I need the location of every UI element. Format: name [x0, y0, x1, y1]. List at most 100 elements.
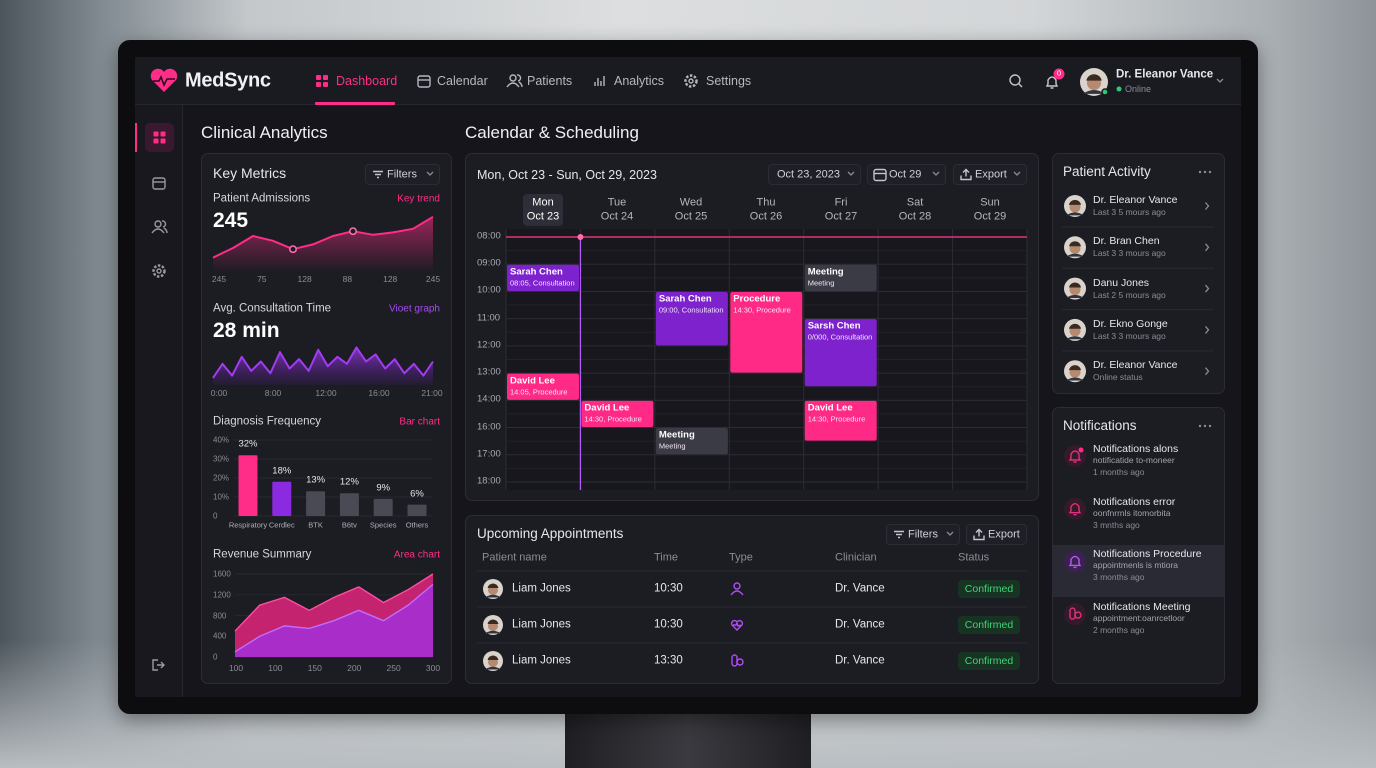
- day-date: Oct 29: [973, 210, 1007, 223]
- start-date-button-label[interactable]: Oct 23, 2023: [777, 168, 840, 181]
- x-label: 21:00: [421, 388, 443, 399]
- avatar-body: [1066, 294, 1084, 298]
- end-date-button-label[interactable]: Oct 29: [889, 168, 922, 181]
- patient-name[interactable]: Liam Jones: [512, 618, 571, 631]
- trend-line: [212, 215, 434, 259]
- avatar-body: [485, 594, 501, 598]
- icon-dot: [1198, 424, 1202, 428]
- notification-title[interactable]: Notifications alons: [1093, 442, 1179, 455]
- avatar-body: [485, 630, 501, 634]
- icon-square: [323, 75, 328, 80]
- event-title[interactable]: Procedure: [733, 293, 781, 305]
- avatar-hair: [1086, 74, 1102, 81]
- event-title[interactable]: Sarsh Chen: [807, 320, 861, 332]
- end-date-button[interactable]: [867, 164, 946, 185]
- icon-filter: [894, 530, 904, 539]
- event-title[interactable]: Sarah Chen: [510, 266, 563, 278]
- patient-name[interactable]: Liam Jones: [512, 582, 571, 595]
- icon-pill: [1074, 611, 1082, 619]
- event-title[interactable]: David Lee: [510, 375, 555, 387]
- card-title: Key Metrics: [213, 164, 287, 181]
- notification-time: 1 months ago: [1093, 467, 1145, 478]
- nav-item[interactable]: Calendar: [437, 73, 488, 88]
- user-status: Online: [1125, 83, 1152, 94]
- area-line: [234, 573, 434, 632]
- x-label: 300: [425, 663, 441, 674]
- nav-item[interactable]: Analytics: [614, 73, 665, 88]
- column-header: Status: [958, 551, 990, 564]
- icon-bell: [1068, 555, 1082, 569]
- event-title[interactable]: Meeting: [658, 429, 695, 441]
- status: Confirmed: [964, 582, 1014, 595]
- chevron: [1013, 171, 1021, 176]
- icon-users: [161, 220, 168, 234]
- status: Confirmed: [964, 618, 1014, 631]
- filter-button-label[interactable]: Filters: [908, 528, 938, 541]
- badge-count: 0: [1056, 68, 1062, 78]
- icon-square: [323, 82, 328, 87]
- notification-title[interactable]: Notifications Procedure: [1093, 548, 1202, 561]
- time-label: 18:00: [477, 475, 501, 487]
- nav-underline: [315, 102, 395, 105]
- activity-detail: Last 3 3 mours ago: [1093, 331, 1166, 342]
- side-bar: [135, 105, 183, 697]
- y-tick-label: 800: [213, 610, 227, 620]
- activity-name[interactable]: Dr. Eleanor Vance: [1093, 193, 1178, 206]
- bar: [373, 498, 393, 516]
- patient-name[interactable]: Liam Jones: [512, 654, 571, 667]
- activity-name[interactable]: Dr. Bran Chen: [1093, 235, 1160, 248]
- filter-button-label[interactable]: Filters: [387, 168, 417, 181]
- trend-line: [212, 346, 434, 379]
- start-date-button[interactable]: [768, 164, 861, 185]
- nav-item[interactable]: Settings: [706, 73, 752, 88]
- metric-link[interactable]: Key trend: [397, 193, 440, 205]
- x-tick-label: B6tv: [341, 520, 357, 530]
- event-block: [507, 264, 579, 291]
- filter-button[interactable]: [365, 164, 440, 185]
- notification-title[interactable]: Notifications Meeting: [1093, 601, 1191, 614]
- side-active: [145, 123, 174, 152]
- metric-link[interactable]: Vioet graph: [389, 303, 440, 315]
- today-header: [523, 194, 563, 226]
- filter-button[interactable]: [886, 524, 960, 545]
- day-name: Fri: [834, 196, 848, 209]
- x-label: 100: [228, 663, 244, 674]
- x-label: 245: [425, 274, 441, 285]
- nav-item[interactable]: Patients: [527, 73, 573, 88]
- activity-name[interactable]: Danu Jones: [1093, 276, 1150, 289]
- bar-value-label: 13%: [306, 474, 326, 486]
- icon-square: [160, 138, 166, 144]
- icon-pill: [736, 658, 744, 666]
- icon-users: [154, 220, 162, 228]
- monitor-stand: [565, 712, 811, 768]
- metric-link[interactable]: Area chart: [393, 549, 440, 561]
- x-label: 245: [211, 274, 227, 285]
- column-header: Time: [654, 551, 679, 564]
- icon-filter: [373, 170, 383, 179]
- x-label: 88: [342, 274, 353, 285]
- nav-item[interactable]: Dashboard: [336, 73, 398, 88]
- metric-link[interactable]: Bar chart: [399, 416, 440, 428]
- export-button-label[interactable]: Export: [988, 528, 1020, 541]
- event-title[interactable]: David Lee: [807, 402, 853, 414]
- clinician: Dr. Vance: [835, 618, 885, 631]
- metric-label: Patient Admissions: [213, 192, 311, 205]
- avatar-hair: [487, 583, 499, 588]
- user-name: Dr. Eleanor Vance: [1116, 68, 1214, 81]
- y-tick-label: 30%: [213, 454, 230, 464]
- x-label: 150: [307, 663, 322, 674]
- notification-title[interactable]: Notifications error: [1093, 495, 1176, 508]
- activity-name[interactable]: Dr. Eleanor Vance: [1093, 359, 1178, 372]
- bar: [306, 491, 326, 516]
- export-button-label[interactable]: Export: [975, 168, 1007, 181]
- x-label: 128: [297, 274, 312, 285]
- icon-bell: [1068, 450, 1082, 463]
- activity-name[interactable]: Dr. Ekno Gonge: [1093, 317, 1168, 330]
- event-title[interactable]: Sarah Chen: [658, 293, 712, 305]
- event-title[interactable]: Meeting: [807, 266, 844, 278]
- card-title: Notifications: [1063, 418, 1137, 434]
- activity-detail: Online status: [1093, 372, 1143, 383]
- metric-value: 28 min: [213, 318, 280, 342]
- time-label: 11:00: [477, 312, 501, 324]
- event-title[interactable]: David Lee: [584, 402, 630, 414]
